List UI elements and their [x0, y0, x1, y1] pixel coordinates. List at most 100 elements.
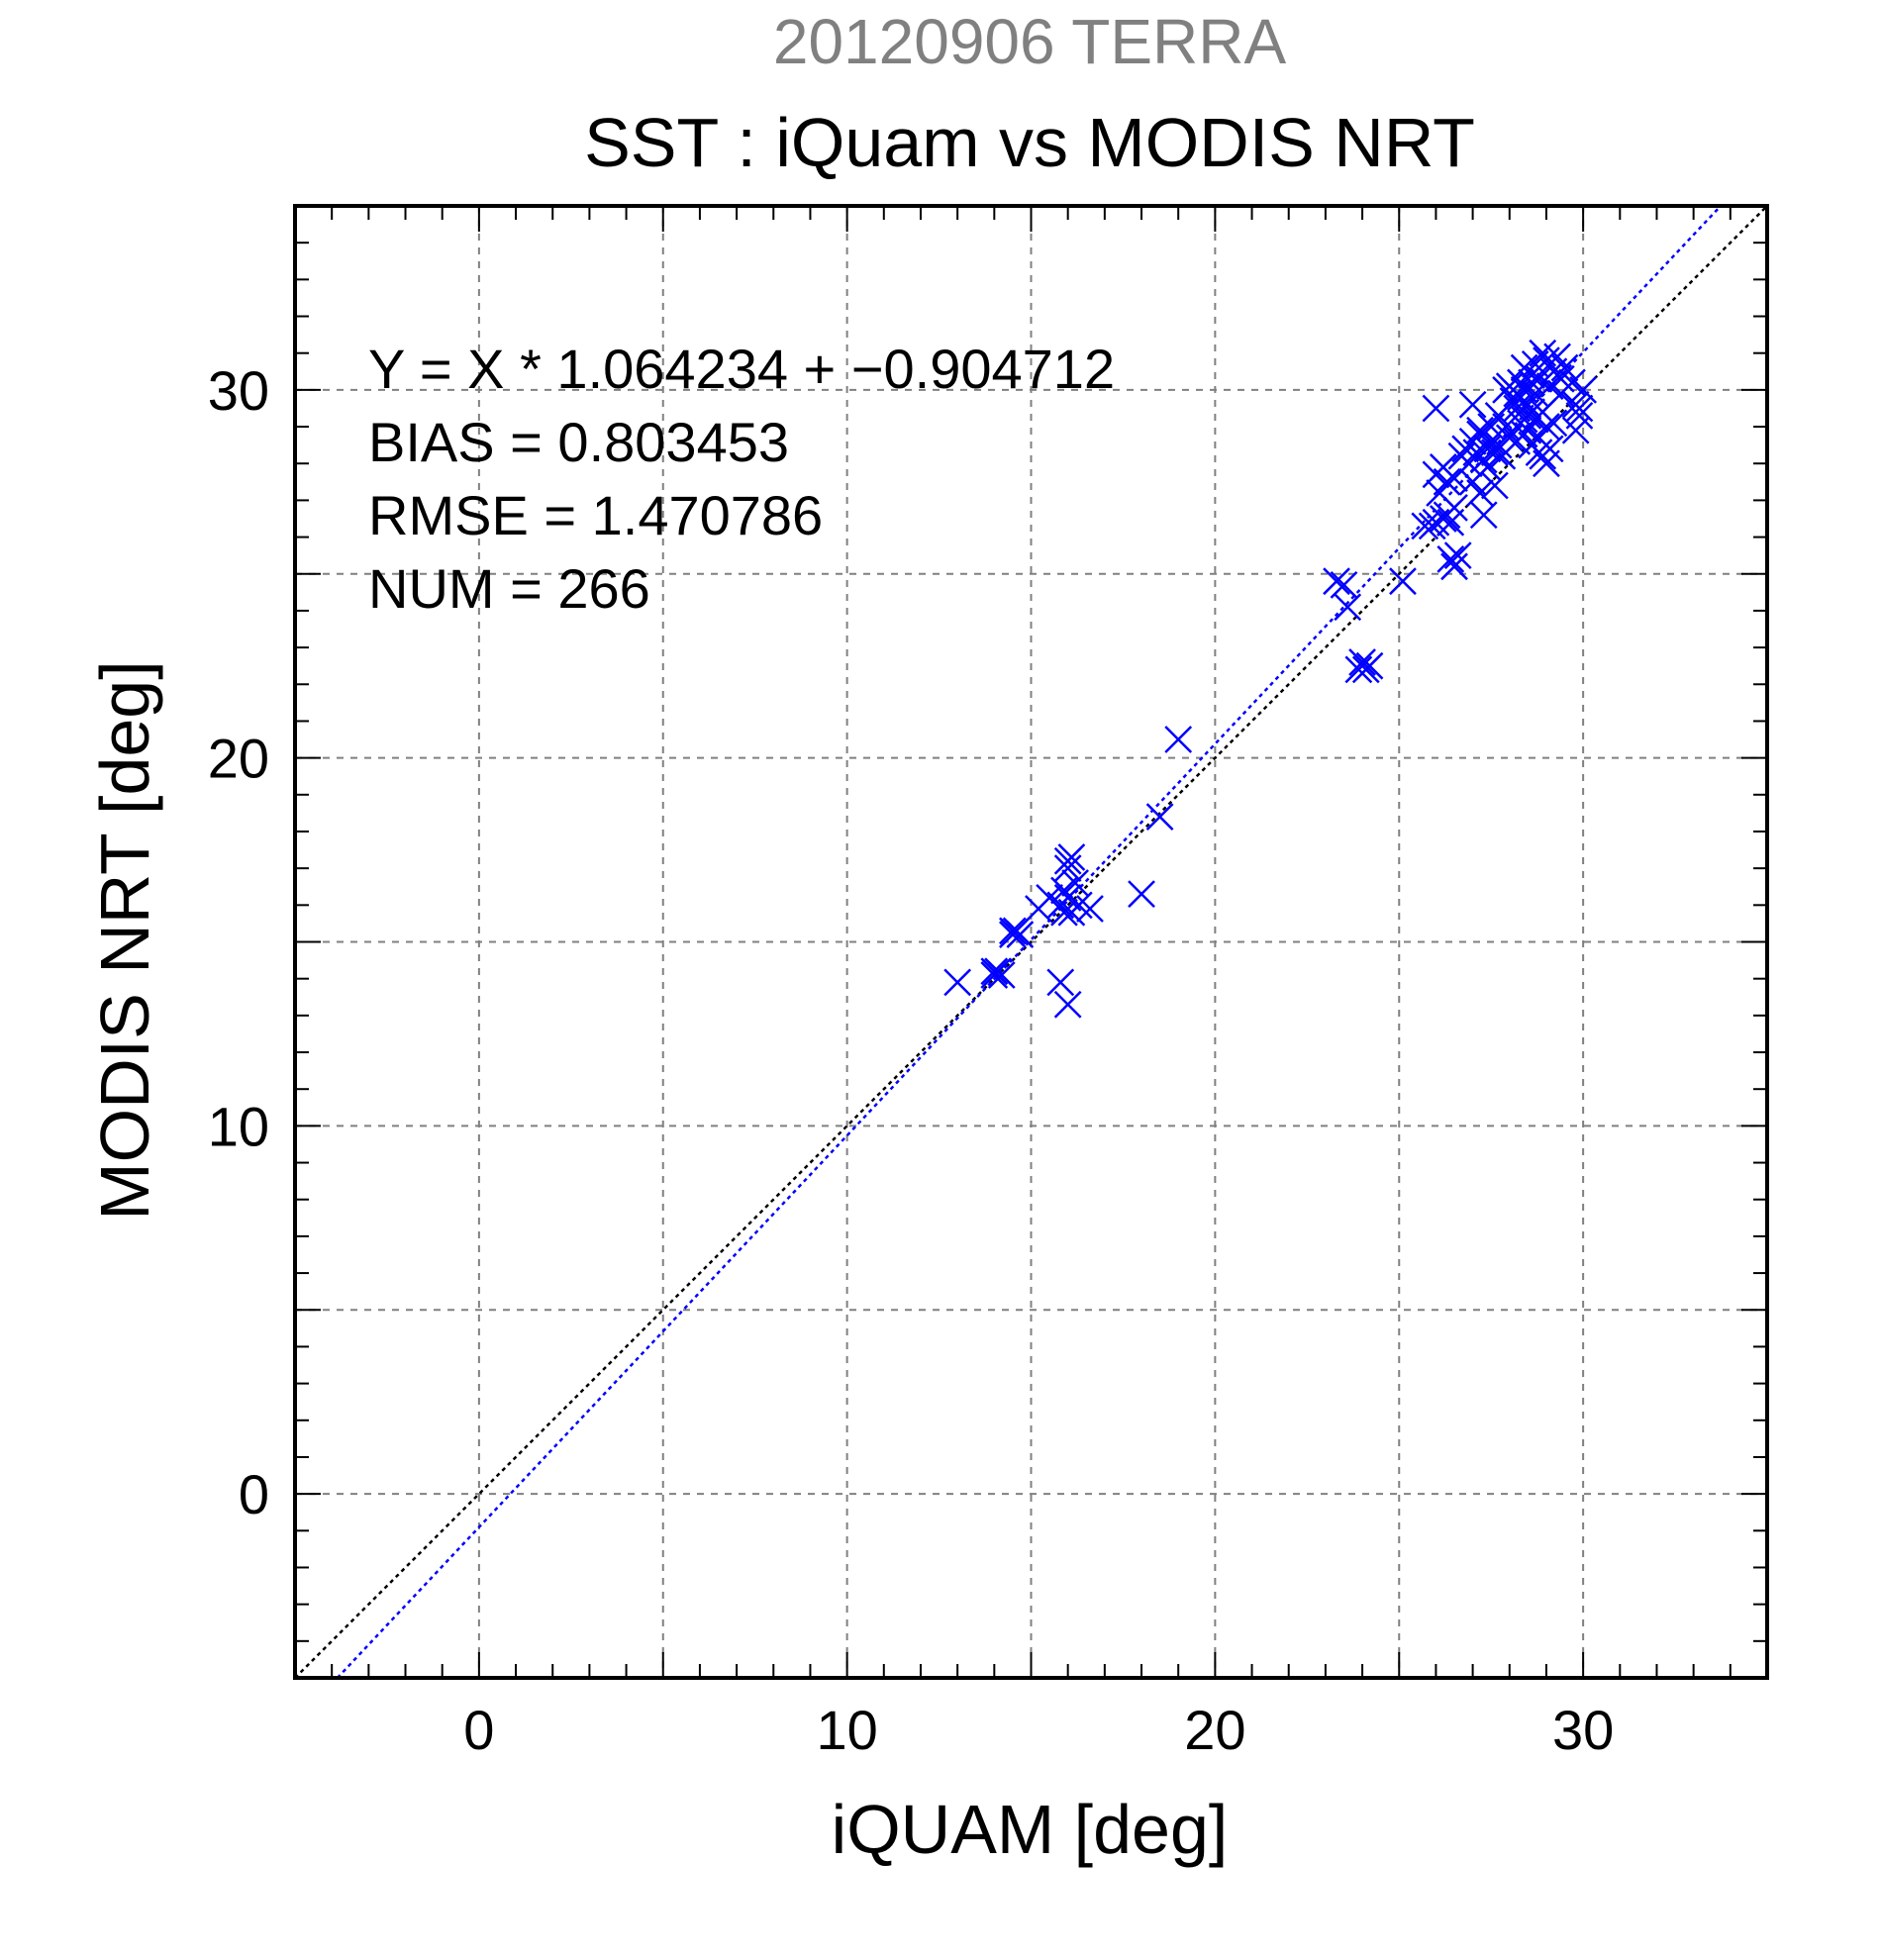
- data-point-stroke: [1521, 349, 1549, 378]
- x-tick-label: 0: [463, 1699, 494, 1761]
- data-point: [1503, 379, 1532, 408]
- data-point: [1521, 349, 1549, 378]
- x-tick-labels: 0 10 20 30: [463, 1699, 1614, 1761]
- data-point: [1561, 416, 1590, 444]
- data-point-stroke: [1348, 648, 1376, 676]
- data-point: [1046, 968, 1075, 997]
- data-point: [1525, 439, 1553, 466]
- data-point-stroke: [1064, 891, 1093, 920]
- data-point: [1061, 869, 1089, 897]
- reference-lines: [294, 205, 1768, 1679]
- data-point-stroke: [1473, 453, 1502, 481]
- data-point-stroke: [1546, 364, 1575, 393]
- data-point: [980, 957, 1009, 986]
- data-point: [1458, 390, 1487, 419]
- data-point-stroke: [1334, 593, 1362, 622]
- data-point-stroke: [1466, 479, 1494, 507]
- chart-title: SST : iQuam vs MODIS NRT: [584, 104, 1475, 181]
- data-point: [1473, 453, 1502, 481]
- data-point: [1507, 368, 1534, 397]
- data-point: [1389, 567, 1417, 596]
- data-point-stroke: [1053, 854, 1082, 883]
- data-point-stroke: [1539, 409, 1568, 438]
- data-point: [999, 917, 1027, 945]
- data-point-stroke: [987, 961, 1016, 989]
- data-point: [1546, 364, 1575, 393]
- data-point-stroke: [1533, 449, 1560, 478]
- data-point-stroke: [1569, 375, 1598, 404]
- data-point: [1440, 552, 1468, 581]
- data-point-stroke: [1389, 567, 1417, 596]
- data-point: [1064, 891, 1093, 920]
- data-point-stroke: [1145, 803, 1174, 831]
- y-tick-label: 30: [208, 359, 269, 422]
- data-point-stroke: [1503, 379, 1532, 408]
- data-point: [943, 968, 972, 997]
- data-point-stroke: [1503, 394, 1532, 423]
- chart-supertitle: 20120906 TERRA: [773, 6, 1287, 77]
- data-point-stroke: [1481, 471, 1509, 500]
- data-point-stroke: [1433, 467, 1461, 496]
- data-point: [987, 961, 1016, 989]
- data-point: [1076, 895, 1104, 923]
- data-point-stroke: [1436, 544, 1465, 573]
- data-point-stroke: [1411, 512, 1439, 540]
- data-point: [1411, 512, 1439, 540]
- data-point-stroke: [1344, 655, 1373, 684]
- data-point-stroke: [1076, 895, 1104, 923]
- data-point-stroke: [1507, 368, 1534, 397]
- y-tick-label: 10: [208, 1095, 269, 1157]
- data-point-stroke: [1330, 571, 1358, 599]
- data-point: [1469, 501, 1498, 530]
- data-point-stroke: [1458, 390, 1487, 419]
- data-point-stroke: [1164, 726, 1193, 753]
- data-point-stroke: [1510, 420, 1538, 448]
- fit-equation-text: Y = X * 1.064234 + −0.904712: [368, 338, 1115, 400]
- rmse-text: RMSE = 1.470786: [368, 484, 823, 546]
- data-point-stroke: [1525, 364, 1553, 393]
- data-point: [1569, 375, 1598, 404]
- data-point-stroke: [1499, 387, 1528, 415]
- data-point-stroke: [1565, 394, 1594, 423]
- data-point-stroke: [1469, 501, 1498, 530]
- data-point: [1443, 541, 1472, 570]
- data-point-stroke: [1006, 921, 1035, 948]
- data-point: [1053, 854, 1082, 883]
- data-point-stroke: [1533, 346, 1560, 375]
- x-tick-label: 10: [816, 1699, 877, 1761]
- data-point-stroke: [1521, 405, 1549, 434]
- data-point-stroke: [1061, 869, 1089, 897]
- data-point: [1145, 803, 1174, 831]
- data-point-stroke: [1422, 394, 1450, 423]
- data-point: [1053, 990, 1082, 1019]
- x-tick-label: 20: [1184, 1699, 1245, 1761]
- data-point-stroke: [1323, 567, 1350, 596]
- data-point: [1128, 880, 1155, 909]
- stats-annotation: Y = X * 1.064234 + −0.904712 BIAS = 0.80…: [368, 338, 1115, 620]
- data-point-stroke: [1046, 968, 1075, 997]
- data-point: [1510, 405, 1538, 434]
- data-point: [1481, 471, 1509, 500]
- data-point-stroke: [1543, 343, 1571, 371]
- num-text: NUM = 266: [368, 557, 650, 620]
- data-point-stroke: [980, 957, 1009, 986]
- y-axis-label: MODIS NRT [deg]: [86, 660, 163, 1220]
- data-point: [1533, 346, 1560, 375]
- data-point-stroke: [999, 917, 1027, 945]
- data-point-stroke: [1546, 379, 1575, 408]
- data-point: [1164, 726, 1193, 753]
- data-point-stroke: [1050, 898, 1078, 927]
- identity-line: [294, 205, 1768, 1679]
- data-point: [1323, 567, 1350, 596]
- data-point: [1550, 353, 1579, 382]
- data-point-stroke: [1533, 413, 1560, 441]
- data-point-stroke: [1510, 405, 1538, 434]
- data-point: [1344, 655, 1373, 684]
- x-tick-label: 30: [1552, 1699, 1614, 1761]
- data-point-stroke: [1561, 416, 1590, 444]
- data-point: [1546, 379, 1575, 408]
- data-point: [1492, 375, 1520, 404]
- data-point-stroke: [1525, 439, 1553, 466]
- data-point-stroke: [1443, 541, 1472, 570]
